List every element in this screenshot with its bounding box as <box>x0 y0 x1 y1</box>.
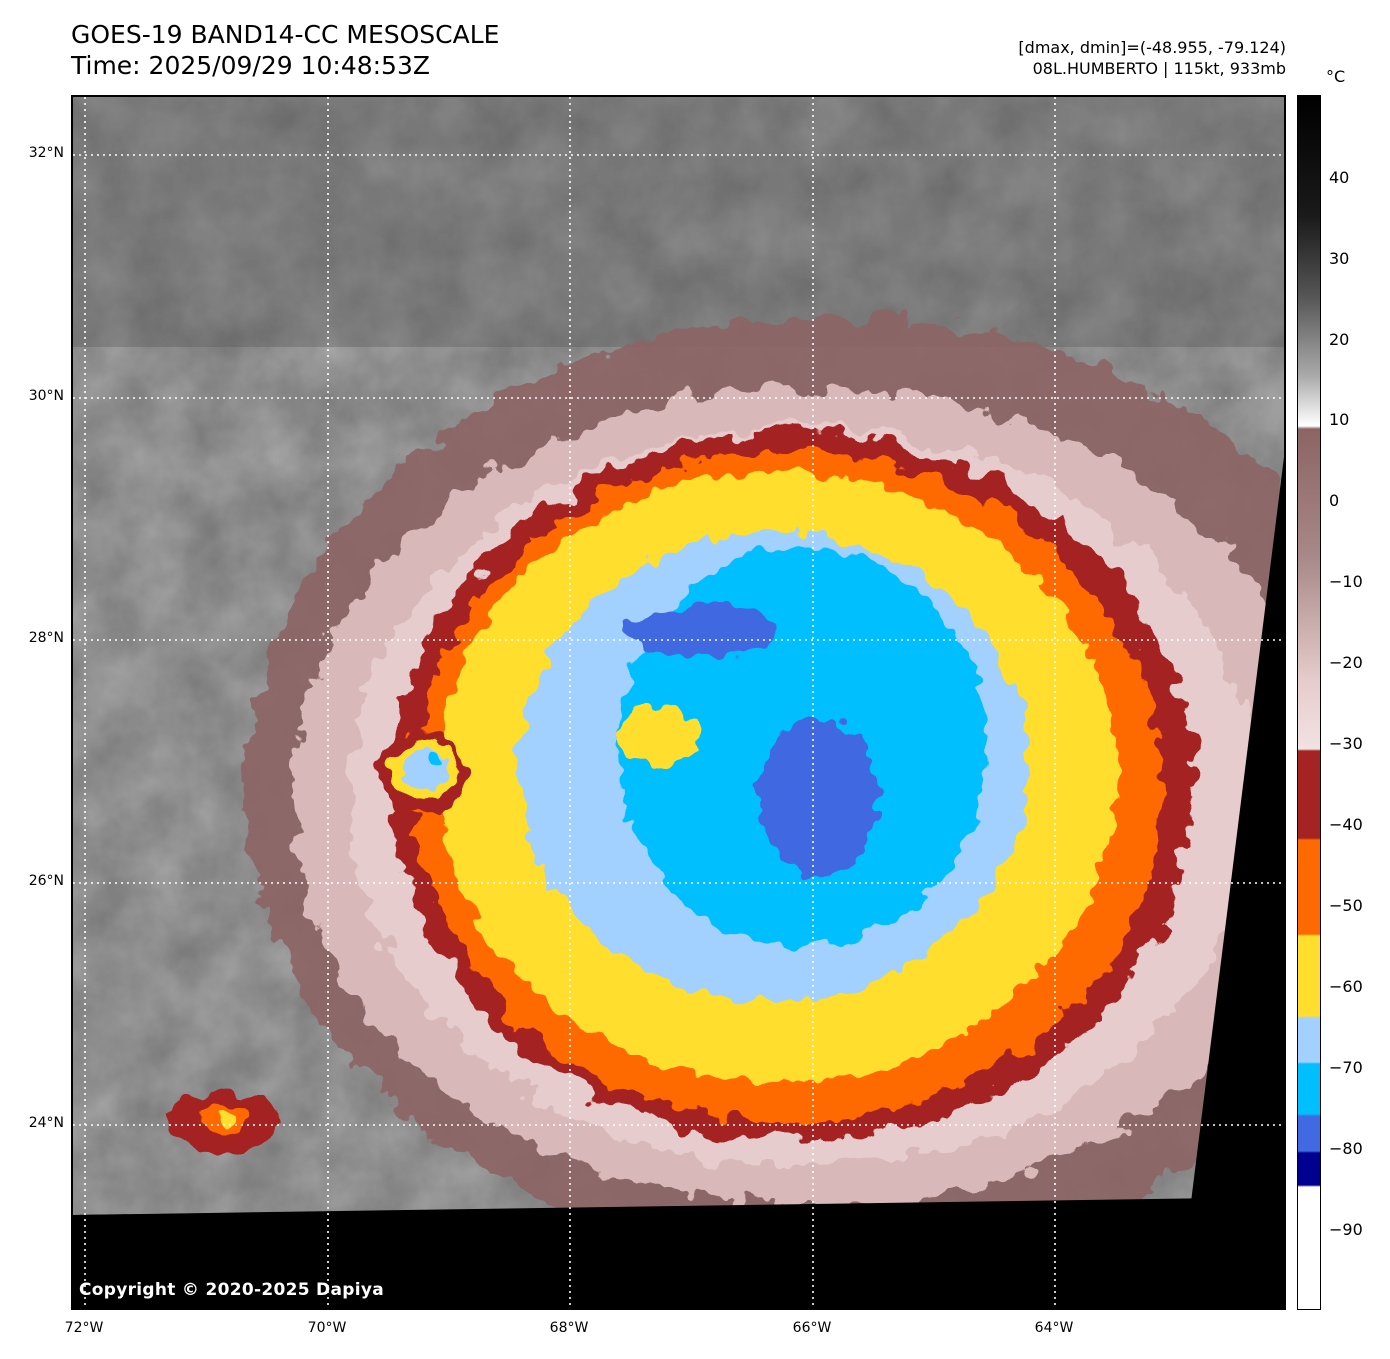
lat-label: 26°N <box>28 873 64 889</box>
storm-info: 08L.HUMBERTO | 115kt, 933mb <box>1032 59 1286 78</box>
lat-label: 24°N <box>28 1115 64 1131</box>
lon-label: 68°W <box>549 1320 589 1336</box>
satellite-map: Copyright © 2020-2025 Dapiya <box>71 95 1286 1310</box>
storm-core <box>438 472 1118 1082</box>
colorbar-tick: −30 <box>1329 734 1363 753</box>
colorbar-tick: −10 <box>1329 572 1363 591</box>
colorbar-unit: °C <box>1326 67 1346 86</box>
colorbar-tick: 0 <box>1329 491 1340 510</box>
lon-label: 72°W <box>64 1320 104 1336</box>
colorbar-tick: −90 <box>1329 1220 1363 1239</box>
lon-label: 64°W <box>1034 1320 1074 1336</box>
colorbar-tick: 40 <box>1329 168 1350 187</box>
chart-title: GOES-19 BAND14-CC MESOSCALE <box>71 20 500 49</box>
outer-cell <box>378 732 468 812</box>
colorbar <box>1297 95 1321 1310</box>
range-text: [dmax, dmin]=(-48.955, -79.124) <box>1018 38 1286 57</box>
lon-label: 66°W <box>792 1320 832 1336</box>
satellite-imagery <box>73 97 1284 1308</box>
colorbar-tick: 30 <box>1329 249 1350 268</box>
colorbar-tick: −20 <box>1329 653 1363 672</box>
lon-label: 70°W <box>307 1320 347 1336</box>
timestamp-title: Time: 2025/09/29 10:48:53Z <box>71 51 430 80</box>
colorbar-tick: −80 <box>1329 1139 1363 1158</box>
copyright-text: Copyright © 2020-2025 Dapiya <box>79 1280 384 1300</box>
colorbar-tick: 20 <box>1329 330 1350 349</box>
colorbar-tick: −50 <box>1329 896 1363 915</box>
graticule <box>73 97 1284 1308</box>
lat-label: 28°N <box>28 630 64 646</box>
colorbar-tick: 10 <box>1329 410 1350 429</box>
small-cell <box>168 1092 278 1152</box>
lat-label: 32°N <box>28 145 64 161</box>
lat-label: 30°N <box>28 388 64 404</box>
colorbar-tick: −70 <box>1329 1058 1363 1077</box>
colorbar-tick: −60 <box>1329 977 1363 996</box>
colorbar-tick: −40 <box>1329 815 1363 834</box>
